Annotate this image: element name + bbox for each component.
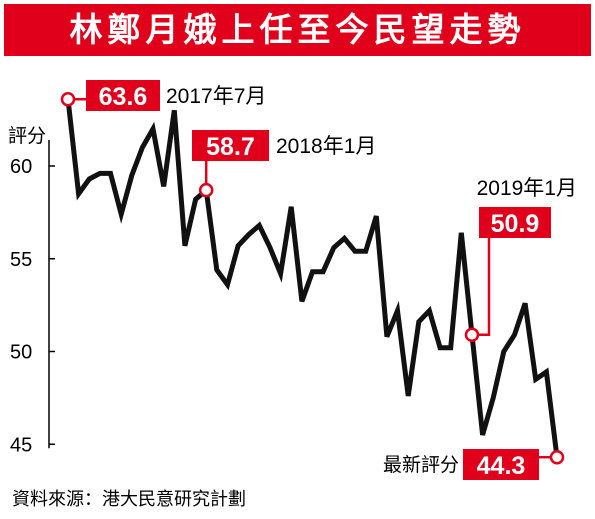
annotation-value: 44.3 bbox=[477, 452, 526, 480]
y-tick-label: 55 bbox=[10, 249, 32, 271]
chart-title: 林鄭月娥上任至今民望走勢 bbox=[4, 4, 591, 56]
y-tick-label: 45 bbox=[10, 434, 32, 456]
annotation-value-box bbox=[463, 449, 539, 480]
annotation-date: 2019年1月 bbox=[477, 177, 577, 200]
annotation-value: 63.6 bbox=[99, 83, 148, 111]
annotation-marker bbox=[60, 91, 76, 107]
annotation-value-box bbox=[479, 207, 551, 238]
y-axis-label: 評分 bbox=[8, 125, 46, 147]
annotation-value: 50.9 bbox=[491, 210, 540, 238]
annotation-marker bbox=[198, 182, 214, 198]
y-tick-label: 60 bbox=[10, 156, 32, 178]
annotation-connector bbox=[478, 238, 491, 337]
annotation-marker bbox=[464, 327, 480, 343]
annotation-date: 2018年1月 bbox=[276, 135, 376, 158]
annotation-value-box bbox=[192, 130, 269, 161]
series-line bbox=[65, 98, 560, 458]
annotation-label: 最新評分 bbox=[383, 454, 459, 476]
annotation-date: 2017年7月 bbox=[166, 85, 266, 108]
annotation-value: 58.7 bbox=[206, 133, 255, 161]
annotation-value-box bbox=[86, 80, 160, 111]
source-note: 資料來源：港大民意研究計劃 bbox=[12, 489, 246, 510]
annotation-marker bbox=[549, 449, 565, 465]
y-tick-label: 50 bbox=[10, 342, 32, 364]
